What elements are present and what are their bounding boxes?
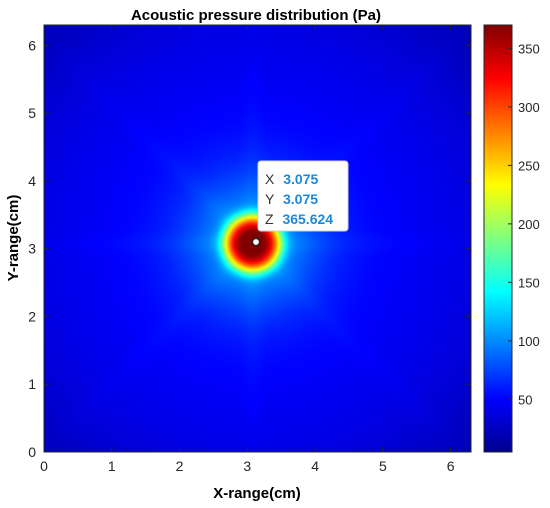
colorbar-tick-label: 350 [518, 41, 540, 56]
colorbar-tick-label: 300 [518, 100, 540, 115]
colorbar-tick-label: 200 [518, 217, 540, 232]
x-tick-label: 0 [40, 458, 48, 474]
y-tick-label: 2 [28, 308, 36, 324]
datatip-z-label: Z [265, 211, 274, 227]
x-tick-label: 6 [447, 458, 455, 474]
y-axis: 0 1 2 3 4 5 6 [28, 37, 471, 460]
colorbar-ticks: 50 100 150 200 250 300 350 [508, 41, 540, 407]
x-tick-label: 3 [243, 458, 251, 474]
x-tick-label: 1 [108, 458, 116, 474]
y-tick-label: 5 [28, 105, 36, 121]
x-axis: 0 1 2 3 4 5 6 [40, 25, 455, 474]
y-tick-label: 4 [28, 173, 36, 189]
y-tick-label: 0 [28, 444, 36, 460]
datatip[interactable]: X 3.075 Y 3.075 Z 365.624 [251, 160, 349, 247]
datatip-box [257, 160, 349, 232]
colorbar-tick-label: 50 [518, 392, 532, 407]
x-axis-label: X-range(cm) [213, 485, 301, 502]
datatip-x-row: X 3.075 [265, 171, 318, 187]
datatip-marker[interactable] [251, 237, 261, 247]
datatip-y-label: Y [265, 191, 275, 207]
datatip-y-value: 3.075 [283, 191, 318, 207]
y-tick-label: 3 [28, 241, 36, 257]
colorbar-tick-label: 100 [518, 334, 540, 349]
datatip-x-label: X [265, 171, 275, 187]
y-tick-label: 6 [28, 37, 36, 53]
plot-frame [43, 24, 472, 453]
x-tick-label: 2 [176, 458, 184, 474]
x-tick-label: 5 [379, 458, 387, 474]
colorbar-tick-label: 250 [518, 158, 540, 173]
colorbar-tick-label: 150 [518, 275, 540, 290]
chart-title: Acoustic pressure distribution (Pa) [131, 7, 381, 24]
datatip-z-value: 365.624 [282, 211, 333, 227]
x-tick-label: 4 [311, 458, 319, 474]
y-axis-label: Y-range(cm) [5, 195, 22, 282]
datatip-x-value: 3.075 [283, 171, 318, 187]
y-tick-label: 1 [28, 376, 36, 392]
datatip-z-row: Z 365.624 [265, 211, 333, 227]
colorbar [483, 24, 513, 453]
datatip-y-row: Y 3.075 [265, 191, 318, 207]
